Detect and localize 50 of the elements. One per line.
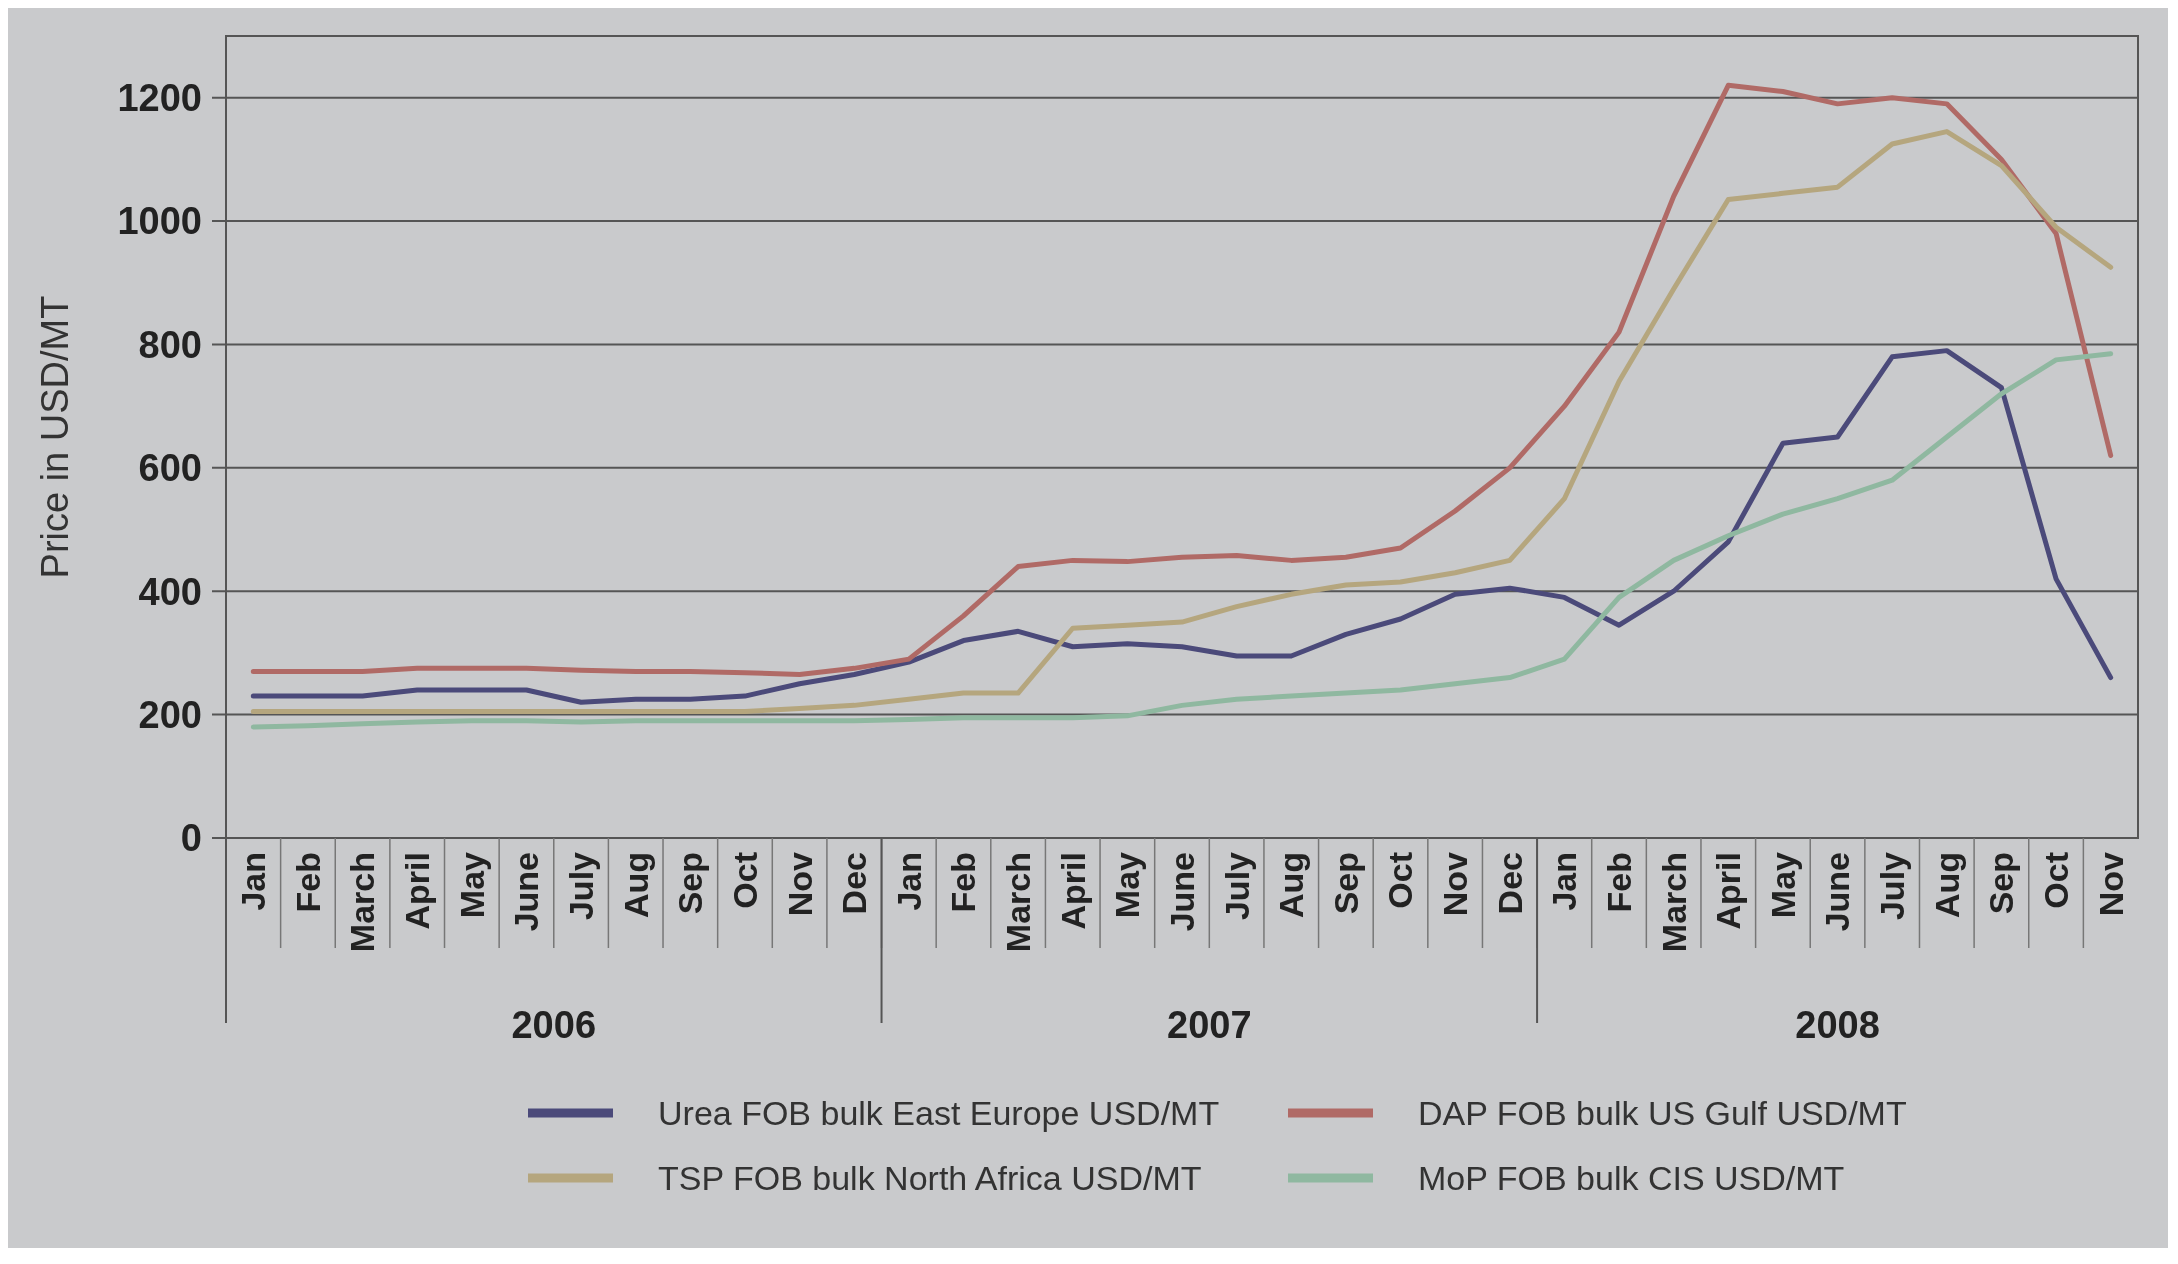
legend-label: DAP FOB bulk US Gulf USD/MT bbox=[1418, 1093, 1907, 1132]
y-tick-label: 400 bbox=[138, 570, 202, 613]
x-tick-label: Feb bbox=[288, 852, 327, 913]
x-tick-label: March bbox=[1654, 852, 1693, 953]
x-tick-label: March bbox=[343, 852, 382, 953]
x-tick-label: Oct bbox=[725, 852, 764, 909]
x-tick-label: Jan bbox=[889, 852, 928, 911]
y-tick-label: 0 bbox=[180, 817, 202, 860]
x-tick-label: Nov bbox=[780, 851, 819, 917]
x-tick-label: Oct bbox=[1381, 852, 1420, 909]
x-tick-label: Sep bbox=[1326, 852, 1365, 915]
x-tick-label: April bbox=[1709, 852, 1748, 930]
legend-label: TSP FOB bulk North Africa USD/MT bbox=[658, 1158, 1202, 1197]
x-tick-label: July bbox=[561, 851, 600, 921]
text: 2008 bbox=[1795, 1004, 1880, 1046]
y-axis-title: Price in USD/MT bbox=[34, 295, 76, 579]
y-tick-label: 1000 bbox=[117, 200, 202, 243]
x-tick-label: Aug bbox=[1927, 852, 1966, 919]
x-tick-label: Nov bbox=[2091, 851, 2130, 917]
x-tick-label: Dec bbox=[835, 852, 874, 915]
text: 2007 bbox=[1167, 1004, 1252, 1046]
x-tick-label: Sep bbox=[1982, 852, 2021, 915]
x-tick-label: July bbox=[1873, 851, 1912, 921]
x-tick-label: March bbox=[999, 852, 1038, 953]
x-tick-label: Dec bbox=[1490, 852, 1529, 915]
x-tick-label: Feb bbox=[1599, 852, 1638, 913]
y-tick-label: 800 bbox=[138, 323, 202, 366]
x-tick-label: May bbox=[1108, 851, 1147, 919]
x-tick-label: June bbox=[1162, 852, 1201, 932]
y-tick-label: 200 bbox=[138, 693, 202, 736]
x-tick-label: May bbox=[1763, 851, 1802, 919]
x-tick-label: April bbox=[1053, 852, 1092, 930]
x-tick-label: Aug bbox=[1272, 852, 1311, 919]
x-tick-label: Oct bbox=[2036, 852, 2075, 909]
x-tick-label: June bbox=[507, 852, 546, 932]
y-tick-label: 600 bbox=[138, 447, 202, 490]
x-tick-label: Nov bbox=[1436, 851, 1475, 917]
x-tick-label: Feb bbox=[944, 852, 983, 913]
x-tick-label: Jan bbox=[234, 852, 273, 911]
x-tick-label: June bbox=[1818, 852, 1857, 932]
x-tick-label: Aug bbox=[616, 852, 655, 919]
x-tick-label: April bbox=[398, 852, 437, 930]
legend-label: Urea FOB bulk East Europe USD/MT bbox=[658, 1093, 1220, 1132]
x-tick-label: July bbox=[1217, 851, 1256, 921]
x-tick-label: May bbox=[452, 851, 491, 919]
text: 2006 bbox=[511, 1004, 597, 1046]
x-tick-label: Jan bbox=[1545, 852, 1584, 911]
x-tick-label: Sep bbox=[671, 852, 710, 915]
y-tick-label: 1200 bbox=[117, 76, 202, 119]
legend-label: MoP FOB bulk CIS USD/MT bbox=[1418, 1158, 1845, 1197]
